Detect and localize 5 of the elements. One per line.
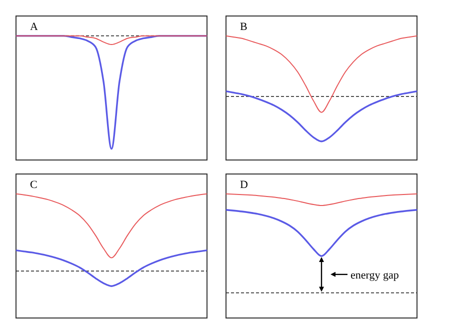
chart-title: C — [30, 179, 38, 191]
chart-title: A — [30, 21, 38, 33]
chart-title: D — [240, 179, 248, 191]
chart-title: B — [240, 21, 248, 33]
annotation: energy gap — [350, 269, 400, 282]
